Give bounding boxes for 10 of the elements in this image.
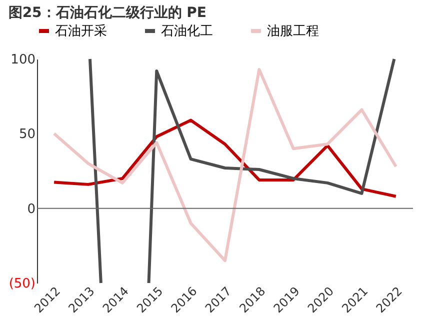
chart-title: 图25：石油石化二级行业的 PE [8, 5, 206, 21]
line-series [52, 118, 398, 198]
y-tick-label: 50 [18, 127, 36, 142]
y-tick-label: 100 [10, 52, 36, 68]
legend-label: 油服工程 [267, 24, 319, 39]
y-tick-label: 0 [27, 202, 36, 217]
line-series [52, 68, 398, 262]
legend-label: 石油化工 [161, 24, 213, 39]
legend-label: 石油开采 [55, 24, 107, 39]
y-tick-label: (50) [8, 276, 36, 292]
